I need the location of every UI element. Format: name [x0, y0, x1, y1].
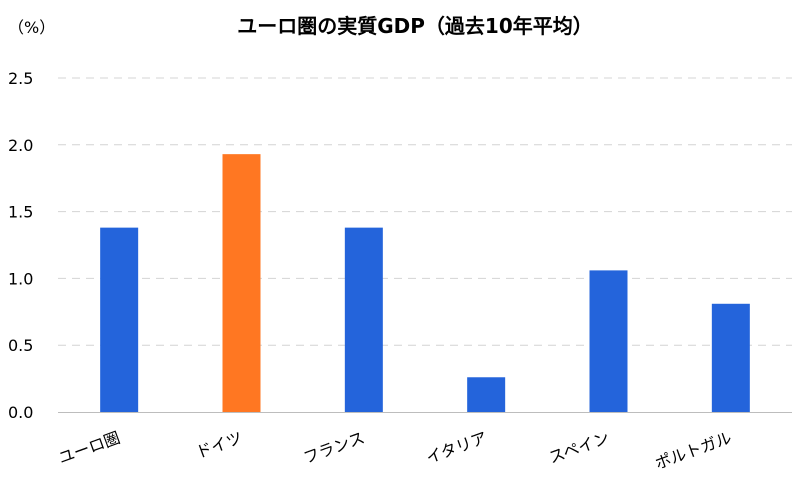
- y-axis-unit-label: （%）: [8, 18, 55, 37]
- x-category-label: スペイン: [546, 428, 612, 467]
- y-axis-ticks: 0.0 0.5 1.0 1.5 2.0 2.5: [8, 69, 33, 422]
- bar-5: [711, 303, 750, 412]
- x-axis-category-labels: ユーロ圏 ドイツ フランス イタリア スペイン ポルトガル: [56, 428, 734, 473]
- y-tick-label: 0.5: [8, 336, 33, 355]
- x-category-label: フランス: [301, 428, 367, 468]
- gridlines: [58, 77, 792, 346]
- y-tick-label: 0.0: [8, 403, 33, 422]
- bar-2: [344, 227, 383, 412]
- bar-4: [589, 270, 628, 412]
- x-category-label: ユーロ圏: [56, 428, 123, 468]
- y-tick-label: 2.5: [8, 69, 33, 88]
- bar-3: [467, 377, 506, 412]
- chart-title: ユーロ圏の実質GDP（過去10年平均）: [237, 14, 593, 38]
- y-tick-label: 1.0: [8, 269, 33, 288]
- x-category-label: イタリア: [423, 428, 489, 468]
- x-category-label: ドイツ: [193, 428, 245, 462]
- x-category-label: ポルトガル: [653, 428, 735, 473]
- y-tick-label: 1.5: [8, 203, 33, 222]
- bars: [100, 154, 750, 413]
- bar-1: [222, 154, 261, 413]
- y-tick-label: 2.0: [8, 136, 33, 155]
- bar-0: [100, 227, 139, 412]
